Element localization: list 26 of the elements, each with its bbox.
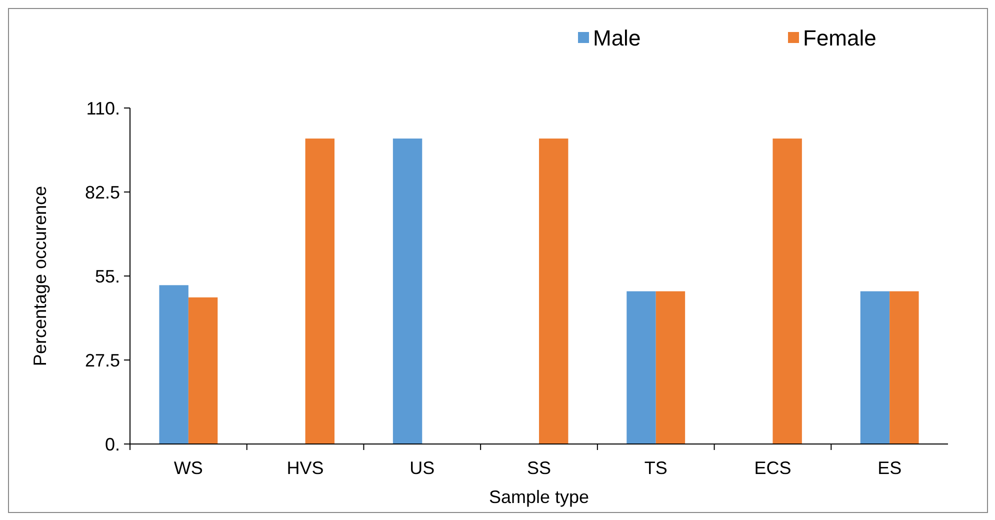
legend-label: Female (803, 26, 876, 51)
bar (159, 285, 188, 444)
y-axis-title: Percentage occurence (30, 186, 50, 366)
x-tick-label: HVS (286, 458, 324, 478)
bar (656, 291, 686, 444)
y-tick-label: 82.5 (84, 182, 120, 202)
bar (305, 138, 334, 444)
bar (539, 138, 568, 444)
bar (188, 297, 218, 444)
x-axis-title: Sample type (488, 487, 590, 507)
y-tick-label: 110. (86, 98, 120, 118)
x-tick-label: SS (526, 458, 552, 478)
x-tick-label: ES (878, 458, 902, 478)
bar (890, 291, 919, 444)
y-tick-label: 27.5 (84, 350, 120, 370)
legend-label: Male (593, 26, 641, 51)
y-tick-label: 0. (104, 434, 120, 454)
x-tick-label: WS (174, 458, 203, 478)
y-tick-label: 55. (94, 266, 120, 286)
bar (772, 138, 802, 444)
x-tick-label: US (410, 458, 435, 478)
bar (392, 138, 422, 444)
bar (860, 291, 890, 444)
x-tick-label: ECS (754, 458, 792, 478)
bar (626, 291, 656, 444)
x-tick-label: TS (644, 458, 668, 478)
